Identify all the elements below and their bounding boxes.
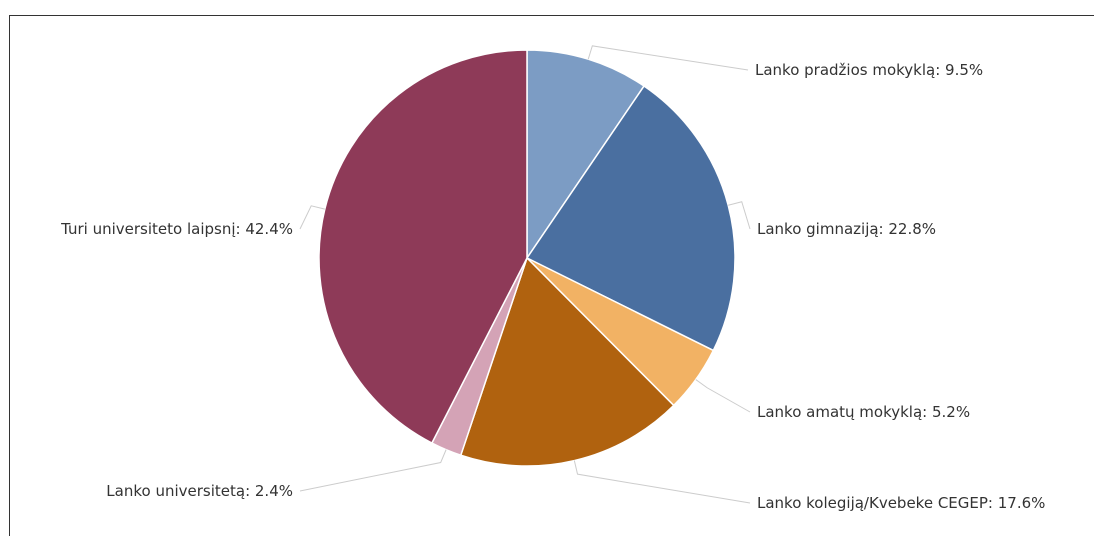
pie-slices xyxy=(318,49,736,467)
leader-university-degree xyxy=(299,205,325,230)
leader-trade-school xyxy=(695,379,751,413)
label-gymnasium: Lanko gimnaziją: 22.8% xyxy=(757,220,936,238)
slice-university-degree xyxy=(318,49,528,444)
leader-university-attending xyxy=(299,449,447,492)
label-university-attending: Lanko universitetą: 2.4% xyxy=(106,482,293,500)
leader-primary-school xyxy=(587,45,749,71)
label-primary-school: Lanko pradžios mokyklą: 9.5% xyxy=(755,61,983,79)
leader-lines xyxy=(299,45,751,504)
slice-primary-school xyxy=(526,49,646,261)
leader-gymnasium xyxy=(728,201,751,230)
leader-college-cegep xyxy=(573,460,751,504)
label-university-degree: Turi universiteto laipsnį: 42.4% xyxy=(60,220,293,238)
label-trade-school: Lanko amatų mokyklą: 5.2% xyxy=(757,403,970,421)
slice-gymnasium xyxy=(525,84,736,352)
label-college-cegep: Lanko kolegiją/Kvebeke CEGEP: 17.6% xyxy=(757,494,1045,512)
